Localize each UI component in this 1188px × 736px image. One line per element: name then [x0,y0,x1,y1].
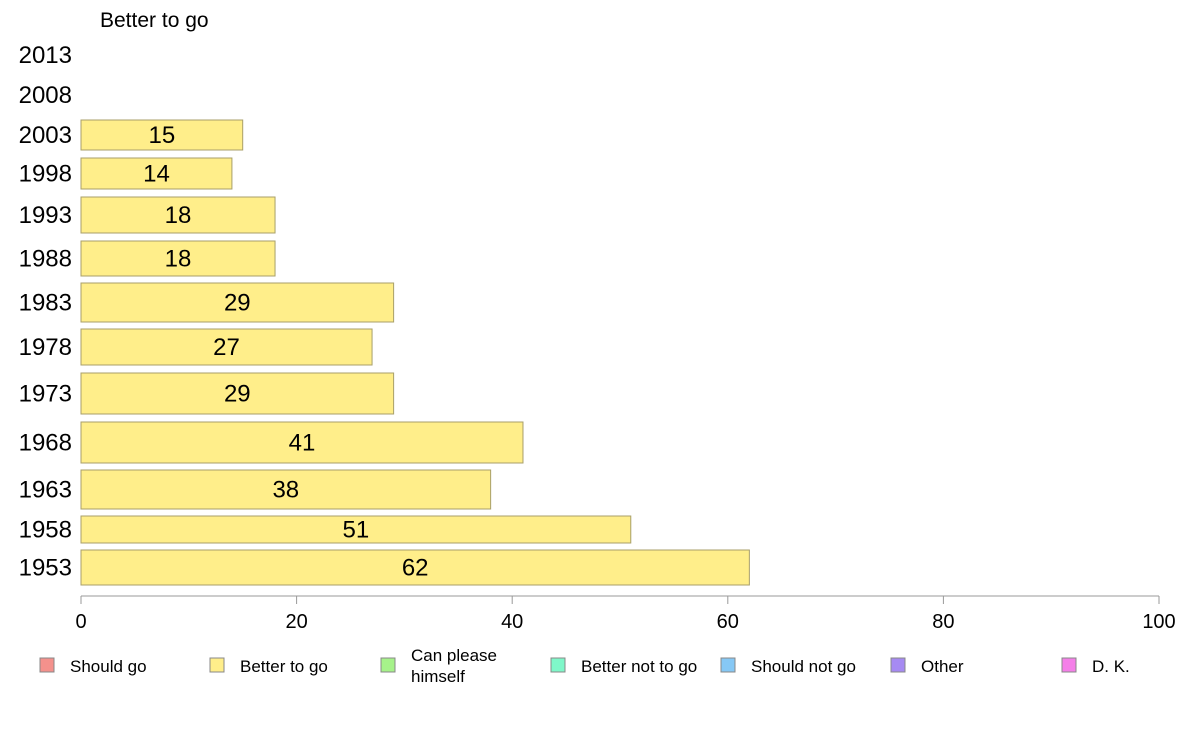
value-label-2003: 15 [148,122,175,149]
legend-label-1: Better to go [240,657,328,676]
bar-1978 [80,328,373,366]
x-tick-label-0: 0 [75,611,86,633]
bar-1968 [80,421,524,464]
value-label-1963: 38 [272,477,299,504]
legend-swatch-0 [39,657,55,673]
value-label-1993: 18 [165,202,192,229]
value-labels: 15 14 18 18 29 27 29 41 38 51 62 [143,122,428,582]
category-label-1988: 1988 [19,246,72,273]
legend-label-3: Better not to go [581,657,697,676]
category-label-1968: 1968 [19,430,72,457]
category-label-1953: 1953 [19,555,72,582]
bars [80,119,750,586]
bar-1958 [80,515,632,544]
category-label-1973: 1973 [19,381,72,408]
x-tick-label-40: 40 [501,611,523,633]
value-label-1973: 29 [224,381,251,408]
x-tick-label-80: 80 [932,611,954,633]
x-tick-label-60: 60 [717,611,739,633]
category-label-2003: 2003 [19,122,72,149]
bar-1998 [80,157,233,190]
x-tick-label-20: 20 [285,611,307,633]
x-tick-label-100: 100 [1142,611,1175,633]
x-axis: 0 20 40 60 80 100 [75,595,1176,633]
category-label-1963: 1963 [19,477,72,504]
legend: Should go Better to go Can please himself Be… [39,646,1130,686]
legend-swatch-4 [720,657,736,673]
bar-2003 [80,119,244,151]
legend-label-4: Should not go [751,657,856,676]
value-label-1958: 51 [343,517,370,544]
legend-swatch-6 [1061,657,1077,673]
bar-1953 [80,549,750,586]
legend-swatch-1 [209,657,225,673]
bar-1973 [80,372,395,415]
value-label-1988: 18 [165,246,192,273]
bar-1988 [80,240,276,277]
value-label-1953: 62 [402,555,429,582]
bar-1963 [80,469,492,510]
legend-swatch-3 [550,657,566,673]
legend-swatch-2 [380,657,396,673]
value-label-1968: 41 [289,430,316,457]
legend-label-6: D. K. [1092,657,1130,676]
legend-label-2: Can please himself [411,646,497,686]
category-label-2013: 2013 [19,42,72,69]
category-labels: 2013 2008 2003 1998 1993 1988 1983 1978 1973 1968… [19,42,72,582]
chart-title: Better to go [100,9,209,32]
category-label-1993: 1993 [19,202,72,229]
legend-label-0: Should go [70,657,147,676]
category-label-2008: 2008 [19,82,72,109]
value-label-1978: 27 [213,334,240,361]
legend-label-5: Other [921,657,964,676]
bar-1993 [80,196,276,234]
category-label-1978: 1978 [19,334,72,361]
value-label-1998: 14 [143,161,170,188]
category-label-1983: 1983 [19,290,72,317]
value-label-1983: 29 [224,290,251,317]
legend-swatch-5 [890,657,906,673]
category-label-1958: 1958 [19,517,72,544]
category-label-1998: 1998 [19,161,72,188]
bar-1983 [80,282,395,323]
